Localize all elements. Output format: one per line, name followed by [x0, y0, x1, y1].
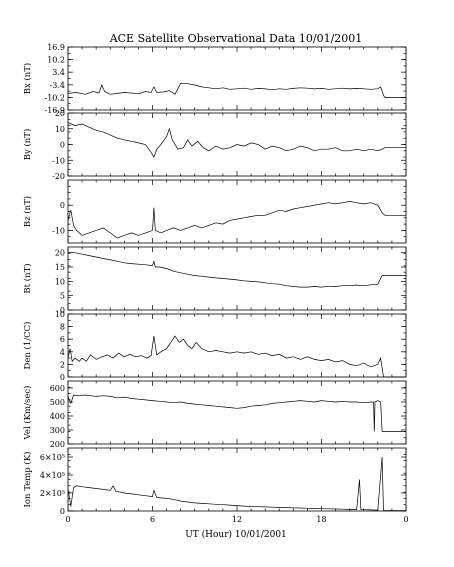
y-tick-label: 200 — [50, 440, 65, 449]
y-tick-label: 20 — [55, 249, 65, 258]
y-tick-label: 10 — [55, 125, 65, 134]
panel-den: 10 8 6 4 2 0 Den (1/CC) — [22, 310, 407, 382]
y-axis-label-temp: Ion Temp (K) — [22, 452, 33, 508]
panels-group: 16.910.23.4-3.4-10.2-16.9Bx (nT)20100-10… — [22, 43, 409, 524]
y-tick-label: -20 — [52, 172, 65, 181]
y-tick-label: 400 — [50, 412, 65, 421]
series-vel — [67, 394, 406, 432]
panel-frame — [67, 179, 407, 244]
panel-bt: 20 15 10 5 0 Bt (nT) — [22, 246, 407, 315]
y-tick-label: 0 — [60, 373, 65, 382]
y-tick-label: -16.9 — [44, 106, 65, 115]
panel-by: 20 10 0 -10 -20 By (nT) — [22, 109, 407, 181]
series-temp — [67, 456, 406, 511]
y-tick-label: 2 — [60, 360, 65, 369]
series-bx — [67, 82, 406, 98]
y-tick-label: 16.9 — [47, 43, 65, 52]
y-axis-label-den: Den (1/CC) — [22, 322, 33, 370]
y-tick-label: 20 — [55, 109, 65, 118]
y-tick-label: 15 — [55, 263, 65, 272]
y-tick-label: 5 — [60, 292, 65, 301]
panel-vel: 600 500 400 300 200 Vel (Km/sec) — [22, 380, 407, 449]
y-tick-label: -10.2 — [44, 94, 65, 103]
panel-frame — [67, 46, 407, 111]
y-tick-label: 600 — [50, 384, 65, 393]
x-tick-label: 6 — [150, 515, 155, 524]
y-tick-label: 3.4 — [52, 68, 65, 77]
y-tick-label: 300 — [50, 426, 65, 435]
y-tick-label: 6×10⁵ — [40, 453, 65, 462]
y-tick-label: 0 — [60, 306, 65, 315]
y-tick-label: 0 — [60, 141, 65, 150]
y-tick-label: 500 — [50, 398, 65, 407]
y-tick-label: 4×10⁵ — [40, 471, 65, 480]
panel-bx: 16.9 10.2 3.4 -3.4 -10.2 -16.9 Bx (nT) — [22, 43, 407, 115]
x-tick-label: 12 — [232, 515, 242, 524]
panel-frame — [67, 246, 407, 311]
x-tick-label: 0 — [403, 515, 408, 524]
x-axis-label: UT (Hour) 10/01/2001 — [185, 529, 287, 540]
y-tick-label: 4 — [60, 348, 65, 357]
panel-frame — [67, 380, 407, 445]
y-axis-label-bx: Bx (nT) — [22, 63, 33, 95]
series-by — [67, 122, 406, 158]
x-tick-label: 0 — [65, 515, 70, 524]
panel-frame — [67, 313, 407, 378]
chart-title: ACE Satellite Observational Data 10/01/2… — [109, 32, 363, 45]
x-tick-label: 18 — [316, 515, 326, 524]
y-tick-label: -3.4 — [50, 81, 65, 90]
y-tick-label: 10 — [55, 277, 65, 286]
y-axis-label-by: By (nT) — [22, 129, 33, 161]
y-tick-label: 2×10⁵ — [40, 489, 65, 498]
y-tick-label: 6 — [60, 335, 65, 344]
y-tick-label: -10 — [52, 156, 65, 165]
y-axis-label-bt: Bt (nT) — [22, 263, 33, 293]
y-axis-label-vel: Vel (Km/sec) — [22, 386, 33, 441]
series-bz — [67, 201, 406, 239]
panel-frame — [67, 447, 407, 512]
panel-bz: 0 -10 Bz (nT) — [22, 179, 407, 244]
y-axis-label-bz: Bz (nT) — [22, 196, 33, 227]
y-tick-label: 10 — [55, 310, 65, 319]
y-tick-label: 0 — [60, 201, 65, 210]
y-tick-label: 10.2 — [47, 55, 65, 64]
panel-temp: 6×10⁵ 4×10⁵ 2×10⁵ 0 Ion Temp (K) — [22, 447, 407, 516]
series-bt — [68, 252, 406, 288]
y-tick-label: 0 — [60, 507, 65, 516]
series-den — [67, 335, 406, 378]
y-tick-label: -10 — [52, 226, 65, 235]
y-tick-label: 8 — [60, 323, 65, 332]
